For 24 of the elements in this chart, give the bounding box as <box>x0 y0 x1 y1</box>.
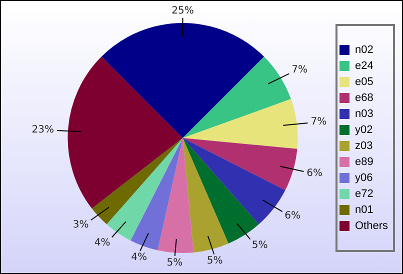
data-label: 5% <box>252 240 268 251</box>
legend-label: n02 <box>354 44 374 56</box>
legend-label: n01 <box>354 204 374 216</box>
data-label: 4% <box>131 252 147 264</box>
legend-label: e68 <box>354 92 374 104</box>
legend-label: z03 <box>354 140 373 152</box>
legend-label: Others <box>354 220 388 232</box>
data-label: 23% <box>32 124 54 136</box>
legend-label: e24 <box>354 60 374 72</box>
data-label: 6% <box>306 168 322 180</box>
data-label: 7% <box>310 116 327 128</box>
legend-label: y06 <box>354 172 373 184</box>
data-label: 7% <box>292 64 308 76</box>
data-label: 5% <box>166 258 183 269</box>
data-label: 3% <box>72 220 89 231</box>
data-label: 4% <box>94 238 110 249</box>
legend-label: e89 <box>354 156 374 168</box>
legend-label: n03 <box>354 108 374 120</box>
legend-label: e72 <box>354 188 374 200</box>
data-label: 6% <box>284 210 301 222</box>
legend-label: y02 <box>354 124 373 136</box>
data-label: 25% <box>172 6 194 17</box>
legend-label: e05 <box>354 76 374 88</box>
data-label: 5% <box>206 256 223 267</box>
